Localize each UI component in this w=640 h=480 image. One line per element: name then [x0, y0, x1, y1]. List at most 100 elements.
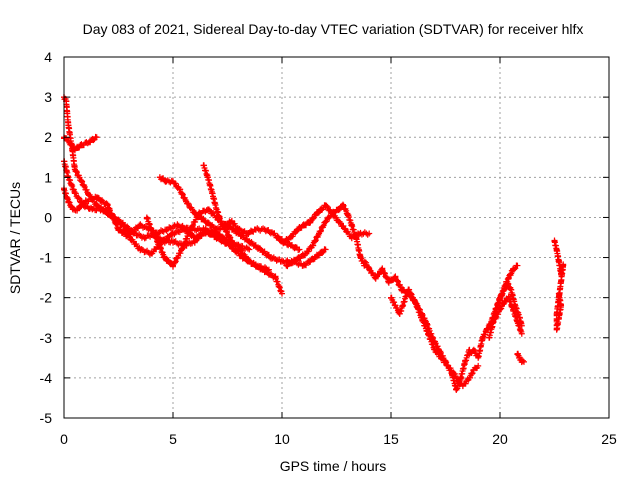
- data-point: [475, 362, 482, 369]
- data-point: [470, 366, 477, 373]
- data-point: [344, 210, 351, 217]
- data-point: [187, 226, 194, 233]
- data-point: [398, 286, 405, 293]
- series-arc-m: [486, 278, 525, 341]
- data-point: [183, 198, 190, 205]
- data-point: [279, 258, 285, 265]
- data-point: [366, 230, 373, 237]
- series-arc-b: [61, 133, 100, 154]
- data-point: [307, 218, 314, 225]
- data-point: [279, 290, 285, 297]
- x-tick-label: 15: [383, 431, 399, 447]
- data-point: [449, 370, 456, 377]
- data-point: [416, 306, 423, 313]
- data-point: [137, 222, 144, 229]
- data-point: [520, 358, 527, 365]
- data-point: [143, 214, 150, 221]
- data-point: [176, 186, 183, 193]
- data-point: [322, 202, 329, 209]
- data-point: [553, 310, 560, 317]
- data-point: [372, 274, 379, 281]
- data-point: [555, 314, 562, 321]
- data-point: [74, 206, 81, 213]
- data-point: [141, 234, 148, 241]
- data-point: [100, 206, 107, 213]
- data-point: [501, 298, 508, 305]
- data-point: [180, 226, 187, 233]
- data-point: [396, 310, 403, 317]
- data-point: [422, 318, 429, 325]
- data-point: [518, 330, 525, 337]
- data-point: [104, 202, 111, 209]
- plot-frame: [63, 56, 610, 419]
- data-point: [261, 226, 268, 233]
- data-point: [510, 266, 517, 273]
- data-point: [126, 234, 133, 241]
- y-tick-label: 4: [44, 49, 52, 65]
- data-point: [558, 270, 565, 277]
- series-arc-i: [283, 201, 368, 270]
- data-point: [257, 246, 264, 253]
- data-point: [551, 238, 558, 245]
- x-tick-label: 0: [60, 431, 68, 447]
- data-point: [196, 210, 203, 217]
- data-point: [392, 302, 399, 309]
- data-point: [78, 178, 85, 185]
- data-point: [148, 250, 155, 257]
- y-tick-label: 0: [44, 209, 52, 225]
- data-point: [405, 286, 412, 293]
- data-point: [322, 246, 329, 253]
- data-point: [353, 234, 360, 241]
- data-point: [300, 222, 307, 229]
- data-point: [65, 138, 72, 145]
- data-point: [510, 306, 517, 313]
- data-point: [505, 274, 512, 281]
- data-point: [239, 250, 246, 257]
- y-tick-label: -3: [40, 330, 53, 346]
- data-point: [466, 350, 473, 357]
- data-point: [170, 238, 176, 245]
- data-point: [466, 374, 473, 381]
- data-point: [505, 294, 512, 301]
- data-point: [89, 206, 96, 213]
- data-point: [492, 314, 499, 321]
- data-point: [514, 262, 521, 269]
- data-point: [84, 190, 91, 197]
- data-point: [296, 254, 303, 261]
- data-point: [93, 134, 100, 141]
- data-point: [246, 238, 253, 245]
- data-point: [361, 258, 368, 265]
- data-point: [78, 142, 85, 149]
- data-point: [213, 226, 220, 233]
- data-point: [272, 274, 279, 281]
- data-point: [289, 258, 296, 265]
- data-point: [309, 242, 316, 249]
- data-point: [514, 350, 521, 357]
- data-point: [191, 234, 198, 241]
- data-point: [442, 358, 449, 365]
- data-point: [82, 198, 89, 205]
- data-point: [316, 230, 323, 237]
- y-tick-label: -4: [40, 370, 53, 386]
- grid-lines: [64, 57, 609, 418]
- data-point: [560, 262, 567, 269]
- data-point: [348, 222, 355, 229]
- x-tick-label: 5: [169, 431, 177, 447]
- data-point: [342, 226, 349, 233]
- data-point: [302, 250, 309, 257]
- x-axis-label: GPS time / hours: [280, 458, 387, 474]
- data-point: [202, 218, 209, 225]
- data-point: [87, 138, 94, 145]
- chart-title: Day 083 of 2021, Sidereal Day-to-day VTE…: [83, 21, 584, 37]
- data-point: [235, 226, 242, 233]
- data-point: [246, 258, 253, 265]
- y-axis-label: SDTVAR / TECUs: [7, 182, 23, 294]
- y-tick-label: 1: [44, 169, 52, 185]
- data-point: [274, 234, 281, 241]
- data-point: [170, 230, 176, 237]
- data-point: [357, 230, 364, 237]
- y-tick-label: 3: [44, 89, 52, 105]
- data-point: [265, 270, 272, 277]
- data-point: [222, 226, 229, 233]
